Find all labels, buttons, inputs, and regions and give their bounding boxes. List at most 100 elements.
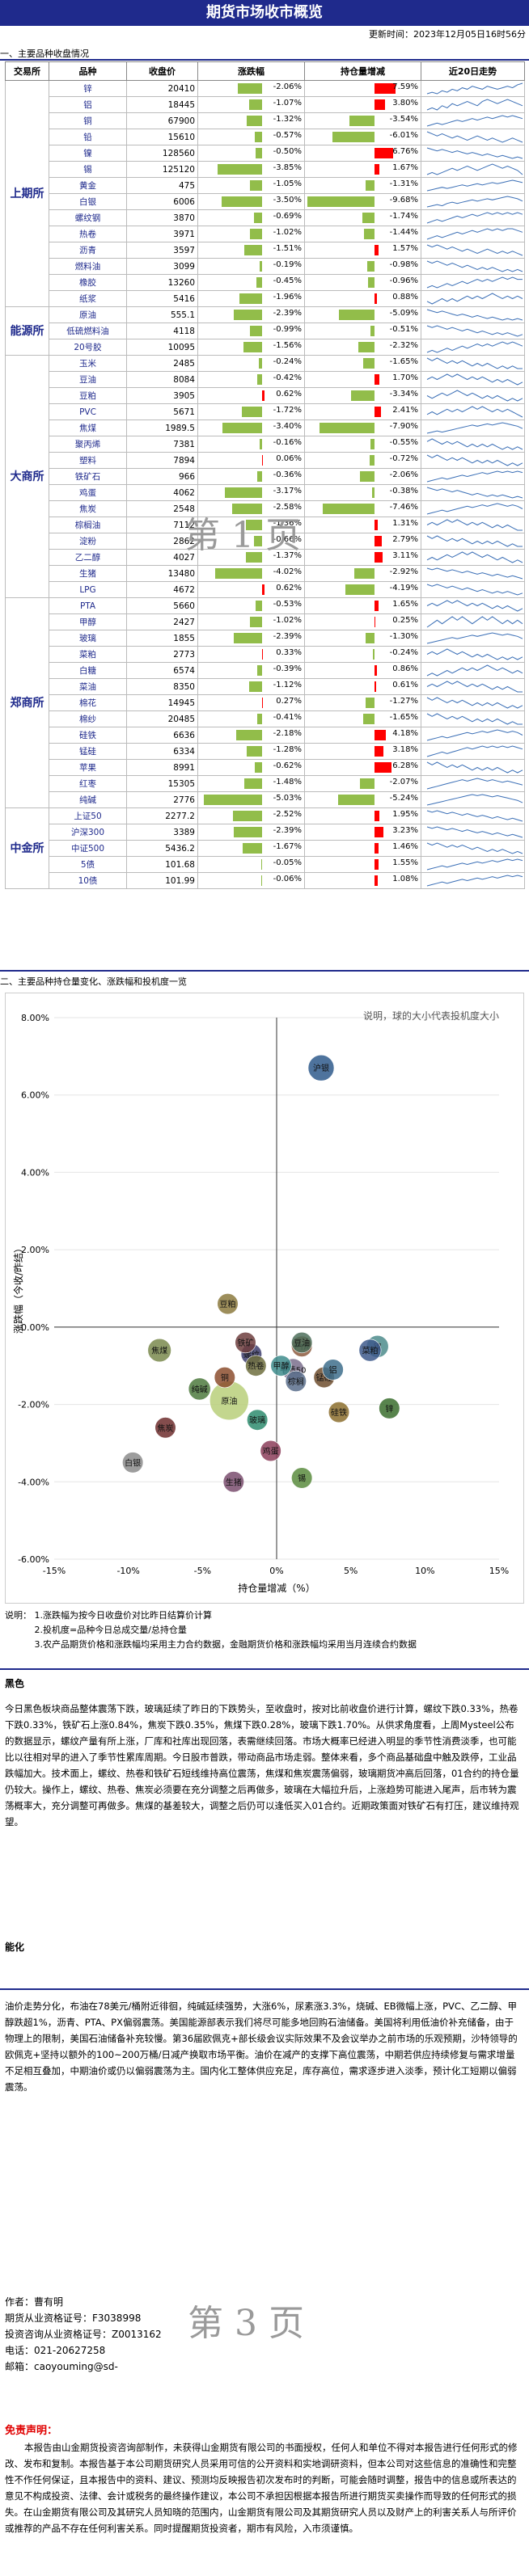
oi-change-bar (374, 536, 383, 546)
x-axis-label: 持仓量增减（%） (238, 1582, 315, 1594)
trend-cell (421, 452, 525, 469)
trend-line (426, 179, 523, 192)
update-time: 更新时间：2023年12月05日16时56分 (369, 29, 526, 40)
trend-sparkline (426, 325, 523, 337)
change-value: -0.45% (273, 276, 302, 285)
trend-line (426, 293, 523, 305)
change-bar (253, 213, 262, 223)
trend-cell (421, 80, 525, 97)
close-price: 15305 (126, 775, 198, 792)
oi-change-bar (374, 665, 377, 676)
trend-cell (421, 209, 525, 226)
trend-line (426, 357, 523, 369)
table-row: 豆粕 3905 0.62% -3.34% (6, 387, 525, 404)
trend-sparkline (426, 147, 523, 159)
trend-line (426, 503, 523, 515)
trend-line (426, 212, 523, 224)
oi-change-value: -1.31% (389, 179, 418, 188)
section1-heading: 一、主要品种收盘情况 (0, 48, 89, 59)
chart-notes: 说明： 1.涨跌幅为按今日收盘价对比昨日结算价计算 2.投机度=品种今日总成交量… (5, 1608, 523, 1652)
bubble-label: 硅铁 (331, 1407, 347, 1418)
change-value: -0.16% (273, 438, 302, 447)
page-title: 期货市场收市概览 (0, 0, 529, 26)
commodity-name: 豆油 (49, 371, 127, 388)
author: 作者：曹有明 (5, 2296, 64, 2308)
commodity-name: 低硫燃料油 (49, 323, 127, 339)
commodity-name: 棉纱 (49, 710, 127, 727)
trend-line (426, 373, 523, 386)
x-tick-label: -10% (116, 1566, 139, 1576)
exchange-cell: 郑商所 (5, 597, 49, 808)
oi-change-value: 1.70% (392, 373, 418, 382)
bubble-label: 豆油 (294, 1338, 310, 1348)
change-cell: -3.85% (197, 161, 305, 178)
oi-change-cell: 2.79% (304, 533, 421, 550)
oi-change-cell: 3.11% (304, 549, 421, 566)
trend-cell (421, 323, 525, 339)
oi-change-cell: 3.23% (304, 824, 421, 841)
change-cell: -1.48% (197, 775, 305, 792)
oi-change-cell: -1.65% (304, 710, 421, 727)
trend-cell (421, 306, 525, 323)
change-value: -1.37% (273, 551, 302, 560)
bubble-label: 纯碱 (192, 1384, 208, 1394)
close-price: 7894 (126, 452, 198, 469)
change-bar (232, 811, 262, 821)
oi-change-cell: 3.80% (304, 96, 421, 113)
trend-line (426, 115, 523, 127)
change-value: -0.39% (273, 664, 302, 673)
trend-cell (421, 646, 525, 663)
oi-change-value: -0.72% (389, 454, 418, 463)
oi-change-bar (374, 520, 379, 530)
trend-line (426, 632, 523, 644)
change-bar (257, 665, 262, 676)
table-row: 黄金 475 -1.05% -1.31% (6, 177, 525, 194)
change-bar (238, 83, 262, 94)
change-bar (242, 843, 262, 854)
table-row: LPG 4672 0.62% -4.19% (6, 581, 525, 598)
table-row: 铝 18445 -1.07% 3.80% (6, 96, 525, 113)
trend-sparkline (426, 729, 523, 741)
oi-change-cell: -0.24% (304, 646, 421, 663)
x-tick-label: -5% (194, 1566, 211, 1576)
trend-line (426, 535, 523, 547)
trend-cell (421, 484, 525, 501)
trend-sparkline (426, 309, 523, 321)
section2-heading: 二、主要品种持仓量变化、涨跌幅和投机度一览 (0, 976, 187, 987)
trend-line (426, 99, 523, 111)
trend-cell (421, 96, 525, 113)
oi-change-bar (339, 310, 375, 320)
exchange-cell: 大商所 (5, 355, 49, 598)
change-cell: -0.06% (197, 872, 305, 889)
bubble-label: 锡 (298, 1474, 306, 1484)
trend-line (426, 729, 523, 741)
trend-sparkline (426, 244, 523, 256)
phone: 电话：021-20627258 (5, 2345, 106, 2356)
table-row: 红枣 15305 -1.48% -2.07% (6, 775, 525, 792)
email: 邮箱：caoyouming@sd- (5, 2361, 118, 2372)
close-price: 5671 (126, 403, 198, 420)
trend-sparkline (426, 535, 523, 547)
trend-sparkline (426, 454, 523, 466)
change-bar (222, 423, 262, 433)
oi-change-bar (374, 730, 387, 740)
close-price: 8991 (126, 759, 198, 776)
oi-change-cell: 1.95% (304, 807, 421, 824)
y-tick-label: -4.00% (18, 1477, 49, 1487)
trend-sparkline (426, 648, 523, 660)
col-header-exchange: 交易所 (5, 61, 49, 81)
change-value: 0.33% (276, 648, 302, 657)
change-value: -2.18% (273, 729, 302, 738)
trend-sparkline (426, 276, 523, 289)
trend-sparkline (426, 99, 523, 111)
bubble-label: 原油 (221, 1396, 237, 1406)
change-bar (254, 536, 262, 546)
trend-cell (421, 129, 525, 145)
change-value: 0.62% (276, 584, 302, 592)
trend-sparkline (426, 487, 523, 499)
y-tick-label: 4.00% (21, 1167, 49, 1178)
oi-change-cell: -4.19% (304, 581, 421, 598)
oi-change-value: -3.34% (389, 390, 418, 398)
y-tick-label: 0.00% (21, 1322, 49, 1333)
table-row: 锰硅 6334 -1.28% 3.18% (6, 743, 525, 760)
